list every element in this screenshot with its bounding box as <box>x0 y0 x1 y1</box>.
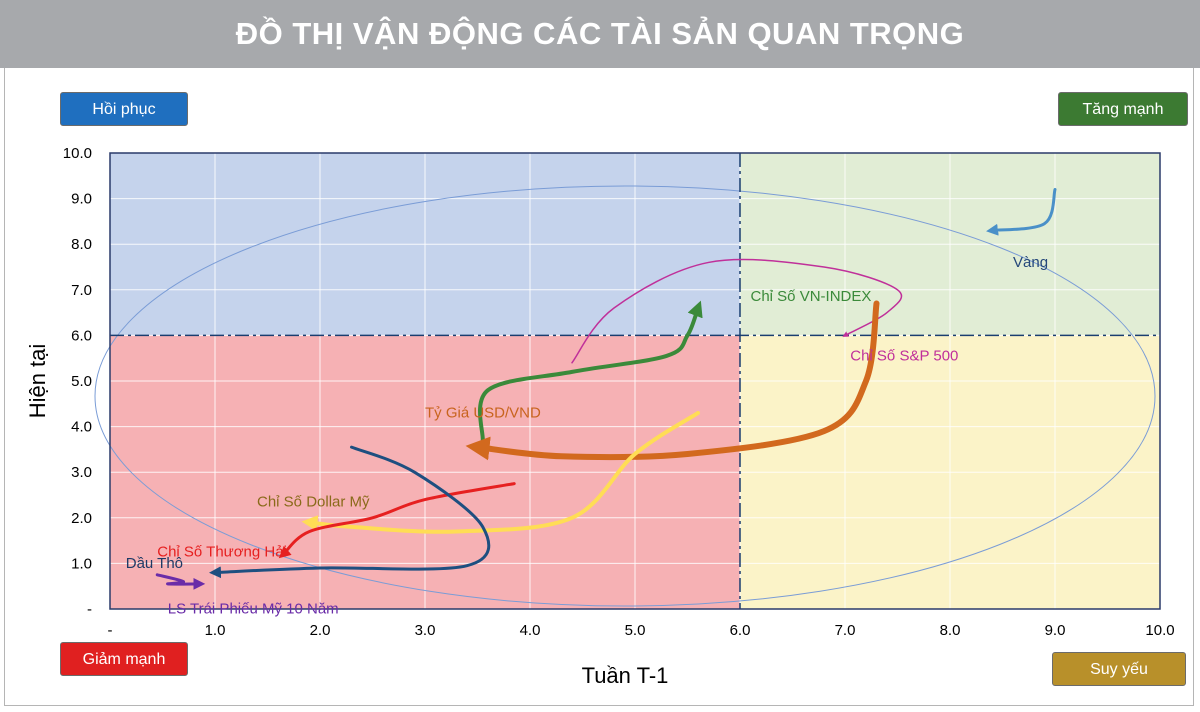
x-tick-label: 8.0 <box>940 622 961 639</box>
y-axis-title: Hiện tại <box>25 344 50 419</box>
x-tick-label: 2.0 <box>310 622 331 639</box>
y-tick-label: 1.0 <box>71 555 92 572</box>
x-tick-label: 3.0 <box>415 622 436 639</box>
x-tick-label: 5.0 <box>625 622 646 639</box>
series-path-chi-so-s-p-500 <box>571 258 903 364</box>
series-path-vang <box>986 187 1057 236</box>
quadrant-label-recovery: Hồi phục <box>60 92 188 126</box>
series-path-dau-tho <box>209 445 491 579</box>
series-path-chi-so-vn-index <box>478 300 703 443</box>
series-path-ty-gia-usd-vnd <box>465 300 880 461</box>
y-tick-label: 6.0 <box>71 327 92 344</box>
quadrant-label-weak: Suy yếu <box>1052 652 1186 686</box>
y-tick-label: 3.0 <box>71 464 92 481</box>
y-tick-label: 5.0 <box>71 373 92 390</box>
quadrant-label-strong: Tăng mạnh <box>1058 92 1188 126</box>
x-axis-title: Tuần T-1 <box>582 663 669 688</box>
series-path-chi-so-dollar-my <box>301 410 700 534</box>
series-path-ls-trai-phieu-my-10-nam <box>155 573 206 590</box>
x-tick-label: 9.0 <box>1045 622 1066 639</box>
x-tick-label: 6.0 <box>730 622 751 639</box>
x-tick-label: 4.0 <box>520 622 541 639</box>
y-tick-label: 7.0 <box>71 282 92 299</box>
y-tick-label: 8.0 <box>71 236 92 253</box>
quadrant-label-decline: Giảm mạnh <box>60 642 188 676</box>
y-tick-label: 4.0 <box>71 419 92 436</box>
x-tick-label: - <box>108 622 113 639</box>
title-bar <box>0 0 1200 68</box>
series-label: LS Trái Phiếu Mỹ 10 Năm <box>168 601 339 618</box>
series-label: Dầu Thô <box>126 555 183 572</box>
rotation-ellipse <box>94 185 1156 607</box>
y-tick-label: 10.0 <box>63 145 92 162</box>
y-tick-label: - <box>87 601 92 618</box>
series-label: Vàng <box>1013 254 1048 271</box>
series-path-chi-so-thuong-hai <box>278 482 516 559</box>
y-tick-label: 2.0 <box>71 510 92 527</box>
series-label: Tỷ Giá USD/VND <box>425 404 541 421</box>
x-tick-label: 7.0 <box>835 622 856 639</box>
series-label: Chỉ Số Dollar Mỹ <box>257 493 370 510</box>
plot-border <box>109 152 1161 610</box>
x-tick-label: 1.0 <box>205 622 226 639</box>
y-tick-label: 9.0 <box>71 191 92 208</box>
chart-frame <box>4 68 1194 706</box>
page-title: ĐỒ THỊ VẬN ĐỘNG CÁC TÀI SẢN QUAN TRỌNG <box>235 16 965 51</box>
series-label: Chỉ Số Thương Hải <box>157 544 287 561</box>
series-label: Chỉ Số S&P 500 <box>850 347 958 364</box>
series-label: Chỉ Số VN-INDEX <box>751 288 872 305</box>
x-tick-label: 10.0 <box>1145 622 1174 639</box>
